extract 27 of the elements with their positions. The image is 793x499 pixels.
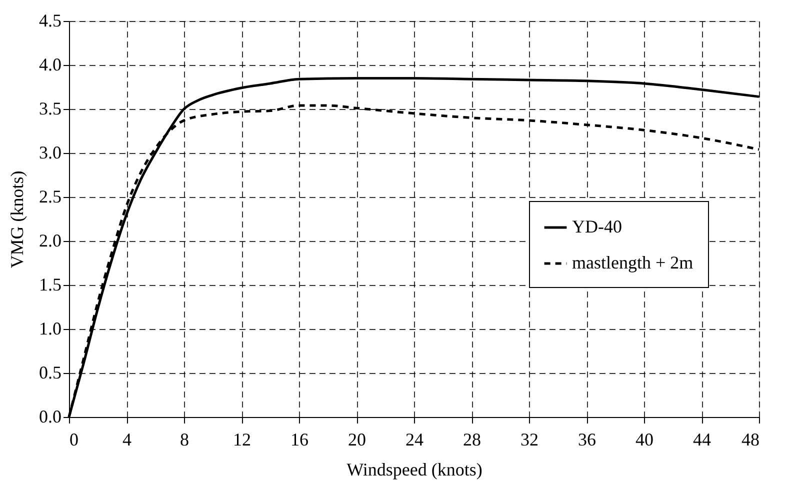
x-tick-label: 44 <box>693 430 711 450</box>
legend-label: mastlength + 2m <box>572 252 694 272</box>
x-tick-label: 4 <box>122 430 132 450</box>
legend-label: YD-40 <box>572 216 622 236</box>
y-tick-label: 0.5 <box>39 362 62 382</box>
y-tick-label: 2.0 <box>39 230 62 250</box>
x-tick-label: 0 <box>70 430 78 450</box>
y-tick-label: 3.5 <box>39 98 62 118</box>
y-tick-label: 1.5 <box>39 274 62 294</box>
x-tick-label: 36 <box>578 430 596 450</box>
x-tick-label: 48 <box>742 430 760 450</box>
y-tick-label: 4.0 <box>39 54 62 74</box>
y-tick-label: 4.5 <box>39 10 62 30</box>
x-tick-label: 28 <box>463 430 481 450</box>
x-axis-title: Windspeed (knots) <box>346 460 482 480</box>
x-tick-label: 12 <box>233 430 251 450</box>
x-tick-label: 40 <box>636 430 654 450</box>
x-tick-label: 32 <box>520 430 538 450</box>
x-tick-label: 20 <box>348 430 366 450</box>
x-tick-label: 24 <box>406 430 424 450</box>
y-tick-label: 3.0 <box>39 142 62 162</box>
y-tick-label: 2.5 <box>39 186 62 206</box>
x-tick-label: 8 <box>180 430 189 450</box>
y-axis-title: VMG (knots) <box>7 170 27 268</box>
y-tick-label: 0.0 <box>39 406 62 426</box>
y-tick-label: 1.0 <box>39 318 62 338</box>
x-tick-label: 16 <box>290 430 308 450</box>
